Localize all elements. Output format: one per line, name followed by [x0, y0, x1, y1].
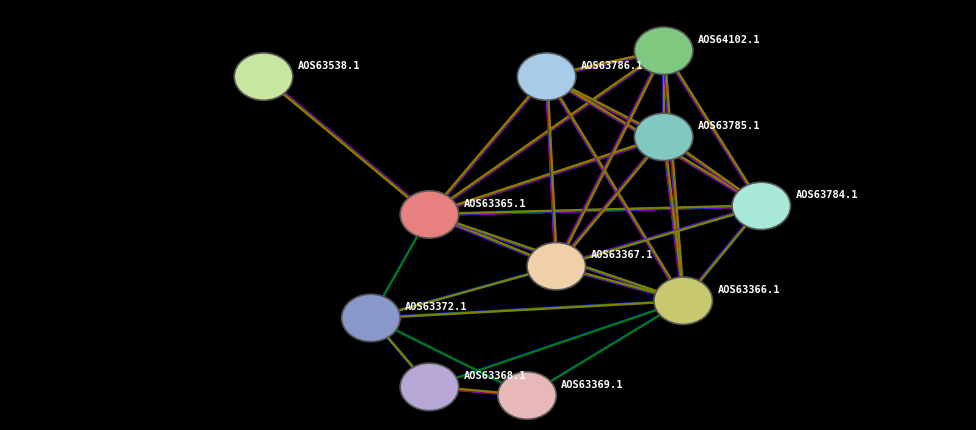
Text: AOS63538.1: AOS63538.1: [298, 61, 360, 71]
Ellipse shape: [400, 191, 459, 239]
Ellipse shape: [634, 114, 693, 161]
Ellipse shape: [527, 243, 586, 290]
Text: AOS63366.1: AOS63366.1: [717, 284, 780, 294]
Ellipse shape: [498, 372, 556, 419]
Ellipse shape: [400, 363, 459, 411]
Text: AOS63785.1: AOS63785.1: [698, 121, 760, 131]
Text: AOS63369.1: AOS63369.1: [561, 379, 624, 389]
Text: AOS63372.1: AOS63372.1: [405, 301, 468, 311]
Text: AOS63786.1: AOS63786.1: [581, 61, 643, 71]
Ellipse shape: [634, 28, 693, 75]
Text: AOS64102.1: AOS64102.1: [698, 35, 760, 45]
Ellipse shape: [654, 277, 712, 325]
Text: AOS63368.1: AOS63368.1: [464, 370, 526, 380]
Ellipse shape: [234, 54, 293, 101]
Ellipse shape: [732, 183, 791, 230]
Text: AOS63365.1: AOS63365.1: [464, 198, 526, 208]
Text: AOS63367.1: AOS63367.1: [590, 250, 653, 260]
Text: AOS63784.1: AOS63784.1: [795, 190, 858, 200]
Ellipse shape: [342, 295, 400, 342]
Ellipse shape: [517, 54, 576, 101]
